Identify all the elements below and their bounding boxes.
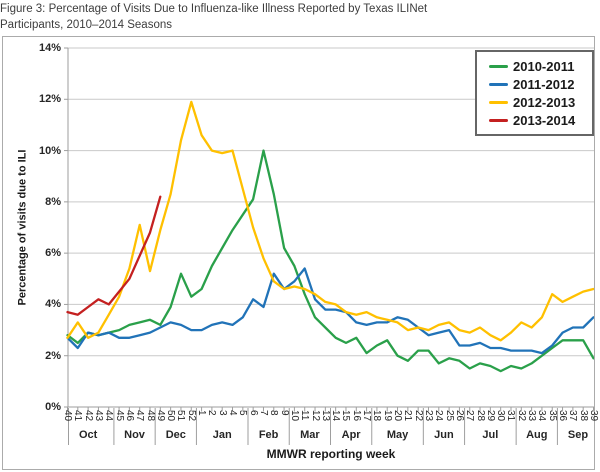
month-label-Sep: Sep xyxy=(567,429,589,441)
week-label-24: 24 xyxy=(433,410,445,422)
y-tick-label-14%: 14% xyxy=(38,42,61,54)
legend-label: 2013-2014 xyxy=(513,112,576,128)
legend-item-2013-2014: 2013-2014 xyxy=(489,113,590,128)
y-tick-label-2%: 2% xyxy=(45,349,61,362)
chart-frame: Percentage of visits due to ILI MMWR rep… xyxy=(2,36,599,470)
series-line-2013-2014 xyxy=(66,195,162,316)
legend-item-2012-2013: 2012-2013 xyxy=(489,95,590,110)
month-label-Oct: Oct xyxy=(78,429,98,441)
month-label-Jan: Jan xyxy=(212,429,232,441)
x-axis-title: MMWR reporting week xyxy=(266,447,396,461)
figure-title-line2: Participants, 2010–2014 Seasons xyxy=(0,19,172,31)
week-label-21: 21 xyxy=(402,410,414,422)
week-label-48: 48 xyxy=(144,410,156,422)
y-tick-label-0%: 0% xyxy=(45,401,61,413)
week-label-47: 47 xyxy=(134,410,146,422)
legend-label: 2010-2011 xyxy=(513,58,575,74)
week-label-31: 31 xyxy=(505,410,517,422)
week-label-45: 45 xyxy=(113,410,125,422)
series-line-2010-2011 xyxy=(66,149,594,373)
legend-label: 2012-2013 xyxy=(513,94,576,110)
week-label-5: 5 xyxy=(237,410,249,416)
week-label-2: 2 xyxy=(206,410,218,416)
week-label-44: 44 xyxy=(103,410,115,422)
month-label-Mar: Mar xyxy=(300,429,320,441)
week-label-12: 12 xyxy=(309,410,321,422)
series-line-2011-2012 xyxy=(66,267,594,355)
week-label-41: 41 xyxy=(72,410,84,422)
y-tick-label-8%: 8% xyxy=(45,195,61,208)
legend-swatch-2011-2012 xyxy=(489,82,508,86)
y-axis-title: Percentage of visits due to ILI xyxy=(16,149,29,306)
y-tick-label-12%: 12% xyxy=(38,93,61,106)
week-label-34: 34 xyxy=(536,410,548,422)
month-label-Jun: Jun xyxy=(434,429,454,441)
month-label-Jul: Jul xyxy=(482,429,499,441)
week-label-28: 28 xyxy=(474,410,486,422)
week-label-6: 6 xyxy=(247,410,259,416)
week-label-11: 11 xyxy=(299,410,311,421)
legend-swatch-2012-2013 xyxy=(489,100,508,104)
week-label-37: 37 xyxy=(567,410,579,422)
legend-item-2011-2012: 2011-2012 xyxy=(489,77,590,92)
month-label-Feb: Feb xyxy=(258,429,279,441)
month-label-Nov: Nov xyxy=(124,429,145,441)
week-label-27: 27 xyxy=(464,410,476,422)
week-label-9: 9 xyxy=(278,410,290,416)
month-label-May: May xyxy=(386,429,409,441)
week-label-51: 51 xyxy=(175,410,187,422)
week-label-25: 25 xyxy=(443,410,455,422)
legend-swatch-2013-2014 xyxy=(489,118,508,122)
series-line-2012-2013 xyxy=(66,100,594,342)
legend-item-2010-2011: 2010-2011 xyxy=(489,59,590,74)
month-label-Aug: Aug xyxy=(526,429,548,441)
y-tick-label-6%: 6% xyxy=(45,247,61,260)
week-label-15: 15 xyxy=(340,410,352,422)
week-label-18: 18 xyxy=(371,410,383,422)
month-label-Apr: Apr xyxy=(341,429,361,441)
legend-swatch-2010-2011 xyxy=(489,64,508,68)
figure-title-line1: Figure 3: Percentage of Visits Due to In… xyxy=(0,3,428,15)
plot-area xyxy=(64,47,594,445)
week-label-39: 39 xyxy=(588,410,599,422)
legend: 2010-2011 2011-2012 2012-2013 2013-2014 xyxy=(475,50,594,136)
month-label-Dec: Dec xyxy=(165,429,186,441)
week-label-22: 22 xyxy=(412,410,424,422)
y-tick-label-4%: 4% xyxy=(45,298,61,311)
y-tick-label-10%: 10% xyxy=(38,144,61,157)
legend-label: 2011-2012 xyxy=(513,76,575,92)
week-label-42: 42 xyxy=(82,410,94,422)
week-label-8: 8 xyxy=(268,410,280,416)
